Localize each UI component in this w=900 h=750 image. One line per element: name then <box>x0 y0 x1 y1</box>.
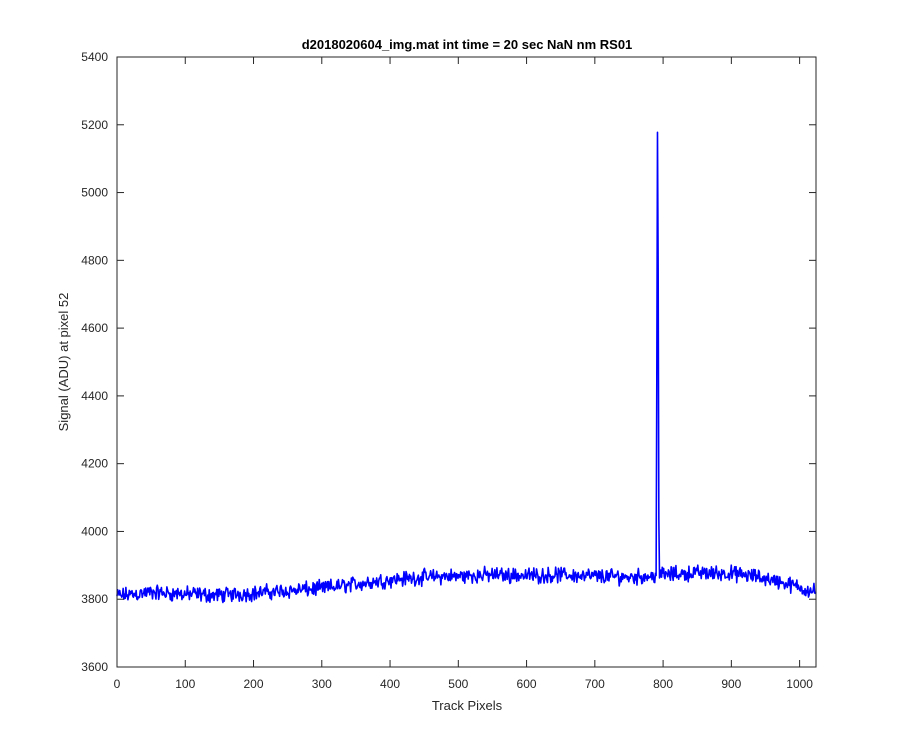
x-tick-label: 400 <box>380 677 400 691</box>
y-tick-label: 5400 <box>81 50 108 64</box>
x-tick-label: 300 <box>312 677 332 691</box>
y-tick-label: 4600 <box>81 321 108 335</box>
series-line <box>116 131 817 604</box>
y-tick-label: 4000 <box>81 524 108 538</box>
y-tick-label: 5200 <box>81 118 108 132</box>
x-tick-label: 900 <box>721 677 741 691</box>
y-tick-label: 3800 <box>81 592 108 606</box>
x-tick-label: 1000 <box>786 677 813 691</box>
y-axis-label: Signal (ADU) at pixel 52 <box>56 293 71 432</box>
x-tick-label: 800 <box>653 677 673 691</box>
y-tick-label: 4200 <box>81 457 108 471</box>
y-tick-label: 5000 <box>81 186 108 200</box>
x-tick-label: 500 <box>448 677 468 691</box>
x-axis-label: Track Pixels <box>432 698 503 713</box>
x-tick-label: 200 <box>244 677 264 691</box>
chart-title: d2018020604_img.mat int time = 20 sec Na… <box>302 37 633 52</box>
y-tick-label: 4400 <box>81 389 108 403</box>
y-tick-label: 4800 <box>81 253 108 267</box>
x-tick-label: 100 <box>175 677 195 691</box>
x-tick-label: 0 <box>114 677 121 691</box>
y-tick-label: 3600 <box>81 660 108 674</box>
x-tick-label: 600 <box>517 677 537 691</box>
plot-frame <box>116 56 817 668</box>
x-tick-label: 700 <box>585 677 605 691</box>
